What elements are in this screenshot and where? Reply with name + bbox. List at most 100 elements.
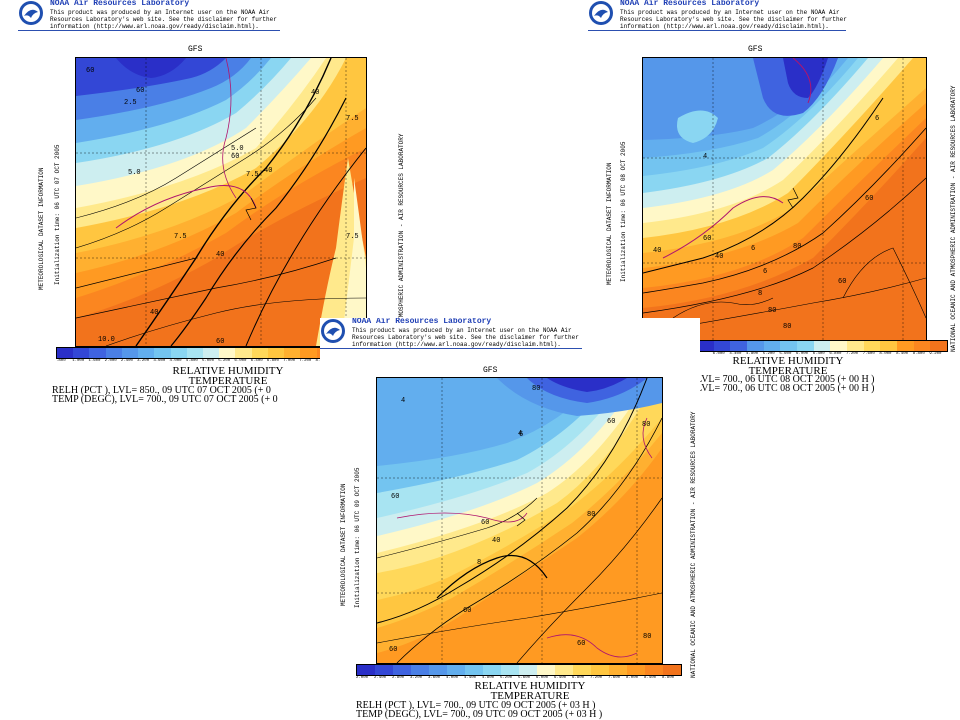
map-panel-3: NOAA Air Resources Laboratory This produ… bbox=[320, 318, 700, 720]
contour-label: 80 bbox=[643, 633, 651, 641]
scale-tick-label: 8.400 bbox=[896, 352, 909, 356]
scale-tick-label: 8.400 bbox=[644, 676, 657, 680]
agency-label: NATIONAL OCEANIC AND ATMOSPHERIC ADMINIS… bbox=[950, 85, 957, 352]
scale-tick-label: 8.000 bbox=[626, 676, 639, 680]
map-panel-1: NOAA Air Resources Laboratory This produ… bbox=[18, 0, 413, 405]
scale-tick-label: 5.000 bbox=[201, 359, 214, 363]
scale-tick-label: 7.600 bbox=[862, 352, 875, 356]
contour-label: 6 bbox=[875, 115, 879, 123]
caption-relh: RELH (PCT ), LVL= 850., 09 UTC 07 OCT 20… bbox=[52, 385, 271, 396]
contour-map: 4 80 60 6 60 40 80 60 80 60 80 4 60 8 60 bbox=[377, 378, 662, 663]
panel-header: NOAA Air Resources Laboratory This produ… bbox=[588, 0, 847, 32]
weather-map-plot: 60 60 2.5 5.0 40 60 7.5 40 7.5 40 10.0 4… bbox=[75, 57, 367, 347]
scale-tick-label: 5.200 bbox=[762, 352, 775, 356]
scale-tick-label: 4.800 bbox=[185, 359, 198, 363]
scale-tick-label: 7.200 bbox=[299, 359, 312, 363]
init-time-label: Initialization time: 06 UTC 09 OCT 2005 bbox=[354, 467, 361, 608]
dataset-info-label: METEOROLOGICAL DATASET INFORMATION bbox=[606, 162, 613, 285]
init-time-label: Initialization time: 06 UTC 08 OCT 2005 bbox=[620, 141, 627, 282]
scale-tick-label: 2.400 bbox=[120, 359, 133, 363]
scale-tick-label: 6.400 bbox=[812, 352, 825, 356]
color-swatch bbox=[219, 348, 236, 358]
scale-tick-label: 6.000 bbox=[712, 352, 725, 356]
model-label: GFS bbox=[748, 45, 763, 54]
color-swatch bbox=[930, 341, 948, 351]
scale-tick-label: 6.800 bbox=[266, 359, 279, 363]
color-swatch bbox=[154, 348, 171, 358]
color-swatch bbox=[393, 665, 411, 675]
caption-temp: TEMP (DEGC), LVL= 700., 09 UTC 09 OCT 20… bbox=[356, 709, 603, 720]
scale-tick-label: 5.600 bbox=[779, 352, 792, 356]
contour-label: 40 bbox=[653, 247, 661, 255]
scale-tick-label: 8.800 bbox=[662, 676, 675, 680]
model-label: GFS bbox=[483, 366, 498, 375]
color-swatch bbox=[284, 348, 301, 358]
color-swatch bbox=[730, 341, 748, 351]
color-swatch bbox=[573, 665, 591, 675]
color-swatch bbox=[121, 348, 139, 358]
noaa-logo-icon bbox=[19, 1, 43, 25]
contour-label: 60 bbox=[231, 153, 239, 161]
caption-relh: LVL= 700., 06 UTC 08 OCT 2005 (+ 00 H ) bbox=[696, 374, 875, 385]
color-swatch bbox=[202, 348, 220, 358]
caption-temp: TEMP (DEGC), LVL= 700., 09 UTC 07 OCT 20… bbox=[52, 394, 278, 405]
scale-tick-label: 6.400 bbox=[554, 676, 567, 680]
scale-tick-label: 5.200 bbox=[500, 676, 513, 680]
scale-tick-label: 2.000 bbox=[356, 676, 369, 680]
contour-label: 6 bbox=[763, 268, 767, 276]
scale-tick-label: 3.200 bbox=[137, 359, 150, 363]
color-swatch bbox=[609, 665, 627, 675]
contour-label: 60 bbox=[391, 493, 399, 501]
contour-label: 60 bbox=[865, 195, 873, 203]
scale-tick-label: 6.000 bbox=[796, 352, 809, 356]
contour-map: 40 4 6 60 40 6 60 80 8 80 60 6 80 bbox=[643, 58, 926, 341]
color-swatch bbox=[780, 341, 798, 351]
scale-tick-label: 2.400 bbox=[374, 676, 387, 680]
caption-relh: RELH (PCT ), LVL= 700., 09 UTC 09 OCT 20… bbox=[356, 700, 596, 711]
contour-label: 7.5 bbox=[346, 115, 359, 123]
contour-label: 6 bbox=[751, 245, 755, 253]
disclaimer-text: This product was produced by an Internet… bbox=[50, 9, 277, 30]
caption-temp: LVL= 700., 06 UTC 08 OCT 2005 (+ 00 H ) bbox=[696, 383, 875, 394]
color-scale-ticks: 6.000 4.400 4.800 5.200 5.600 6.000 6.400 6.800… bbox=[696, 352, 946, 356]
color-swatch bbox=[880, 341, 898, 351]
color-swatch bbox=[357, 665, 375, 675]
color-scale-bar bbox=[56, 347, 350, 359]
contour-label: 7.5 bbox=[174, 233, 187, 241]
dataset-info-label: METEOROLOGICAL DATASET INFORMATION bbox=[38, 167, 45, 290]
scale-tick-label: 1.000 bbox=[72, 359, 85, 363]
color-swatch bbox=[897, 341, 914, 351]
contour-label: 80 bbox=[793, 243, 801, 251]
header-rule bbox=[320, 348, 582, 349]
contour-label: 4 bbox=[703, 153, 707, 161]
color-swatch bbox=[697, 341, 714, 351]
color-swatch bbox=[267, 348, 285, 358]
color-swatch bbox=[483, 665, 501, 675]
contour-label: 60 bbox=[86, 67, 94, 75]
scale-tick-label: 7.200 bbox=[846, 352, 859, 356]
contour-label: 60 bbox=[136, 87, 144, 95]
color-swatch bbox=[300, 348, 317, 358]
contour-label: 80 bbox=[783, 323, 791, 331]
lab-name: NOAA Air Resources Laboratory bbox=[50, 0, 190, 8]
scale-tick-label: 9.200 bbox=[929, 352, 942, 356]
scale-tick-label: 5.600 bbox=[518, 676, 531, 680]
contour-label: 5.0 bbox=[231, 145, 244, 153]
contour-label: 40 bbox=[492, 537, 500, 545]
color-swatch bbox=[797, 341, 814, 351]
contour-label: 4 bbox=[401, 397, 405, 405]
color-swatch bbox=[663, 665, 681, 675]
contour-label: 7.5 bbox=[346, 233, 359, 241]
contour-map: 60 60 2.5 5.0 40 60 7.5 40 7.5 40 10.0 4… bbox=[76, 58, 366, 346]
scale-tick-label: 7.000 bbox=[283, 359, 296, 363]
contour-label: 60 bbox=[216, 338, 224, 346]
weather-map-plot: 4 80 60 6 60 40 80 60 80 60 80 4 60 8 60 bbox=[376, 377, 663, 664]
contour-label: 80 bbox=[768, 307, 776, 315]
scale-tick-label: 6.000 bbox=[536, 676, 549, 680]
color-swatch bbox=[713, 341, 731, 351]
color-swatch bbox=[170, 348, 187, 358]
color-swatch bbox=[813, 341, 831, 351]
color-scale-ticks: 2.000 2.400 2.800 3.200 3.600 4.000 4.400 4.800… bbox=[356, 676, 680, 680]
color-scale-ticks: .800 1.000 1.600 2.000 2.400 3.200 3.600 4.000 4… bbox=[56, 359, 348, 363]
color-swatch bbox=[186, 348, 203, 358]
